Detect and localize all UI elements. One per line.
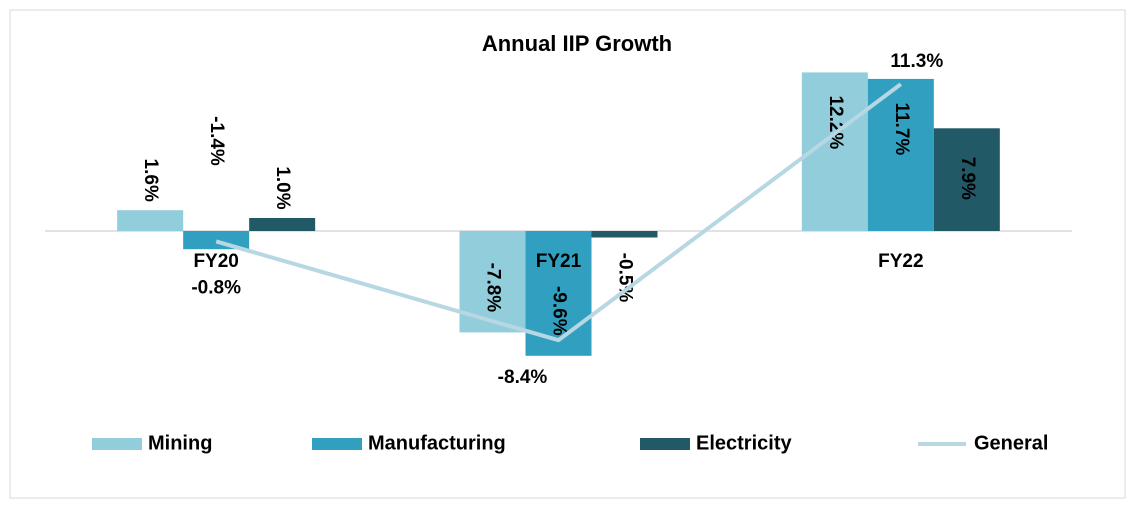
data-label: 1.6% bbox=[140, 159, 161, 202]
bar bbox=[867, 78, 934, 232]
bar bbox=[591, 231, 658, 238]
x-tick-label: FY21 bbox=[536, 251, 582, 272]
bar bbox=[249, 218, 316, 231]
bar bbox=[933, 128, 1000, 231]
data-label: 12.2% bbox=[825, 95, 846, 149]
x-tick-label: FY20 bbox=[193, 251, 238, 272]
chart-title: Annual IIP Growth bbox=[482, 31, 672, 56]
bar bbox=[117, 210, 184, 231]
data-label: 1.0% bbox=[272, 166, 293, 209]
data-label: -1.4% bbox=[206, 116, 227, 166]
line-label: -0.8% bbox=[191, 277, 241, 298]
legend-swatch bbox=[640, 438, 690, 450]
data-label: 7.9% bbox=[957, 157, 978, 200]
legend-label: Electricity bbox=[696, 432, 792, 454]
legend-label: General bbox=[974, 432, 1048, 454]
legend-label: Mining bbox=[148, 432, 212, 454]
data-label: 11.7% bbox=[891, 102, 912, 155]
legend-swatch bbox=[312, 438, 362, 450]
data-label: -9.6% bbox=[548, 286, 569, 336]
data-label: -7.8% bbox=[482, 263, 503, 313]
legend-label: Manufacturing bbox=[368, 432, 506, 454]
data-label: -0.5% bbox=[614, 253, 635, 303]
line-label: -8.4% bbox=[498, 367, 548, 388]
legend-swatch bbox=[92, 438, 142, 450]
line-label: 11.3% bbox=[890, 51, 943, 72]
line-series bbox=[215, 82, 903, 343]
x-tick-label: FY22 bbox=[878, 251, 923, 272]
